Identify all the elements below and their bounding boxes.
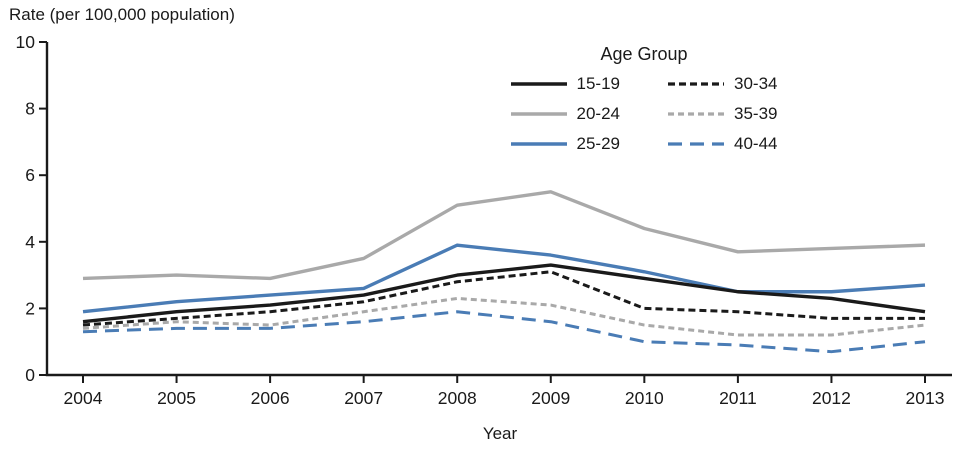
legend-label: 30-34 bbox=[734, 74, 778, 93]
legend-item-15-19: 15-19 bbox=[510, 74, 620, 94]
legend-swatch-35-39 bbox=[668, 110, 724, 118]
x-tick-label: 2004 bbox=[64, 388, 103, 408]
x-tick-label: 2011 bbox=[719, 388, 757, 408]
legend-label: 25-29 bbox=[576, 134, 620, 153]
y-tick-label: 4 bbox=[25, 232, 35, 252]
y-tick-label: 2 bbox=[25, 298, 35, 318]
legend-item-20-24: 20-24 bbox=[510, 104, 620, 124]
x-axis-label: Year bbox=[482, 424, 518, 443]
series-line-35-39 bbox=[82, 296, 926, 337]
legend-item-40-44: 40-44 bbox=[668, 134, 777, 154]
legend-swatch-15-19 bbox=[510, 80, 567, 88]
series-line-20-24 bbox=[82, 190, 926, 281]
series-line-30-34 bbox=[82, 270, 925, 327]
series-line-15-19 bbox=[82, 263, 926, 324]
x-tick-label: 2009 bbox=[531, 388, 570, 408]
x-tick-label: 2008 bbox=[438, 388, 477, 408]
y-tick-label: 8 bbox=[25, 99, 35, 119]
legend-item-30-34: 30-34 bbox=[668, 74, 777, 94]
legend-swatch-25-29 bbox=[510, 140, 567, 148]
legend-title: Age Group bbox=[600, 44, 688, 64]
x-tick-label: 2010 bbox=[625, 388, 664, 408]
legend: Age Group 15-19 20-24 25-29 30-34 35-39 40-44 bbox=[478, 44, 810, 154]
chart-title: Rate (per 100,000 population) bbox=[9, 5, 235, 24]
x-tick-label: 2005 bbox=[157, 388, 196, 408]
legend-grid: 15-19 20-24 25-29 30-34 35-39 40-44 bbox=[478, 74, 810, 154]
y-tick-label: 6 bbox=[25, 165, 35, 185]
legend-item-35-39: 35-39 bbox=[668, 104, 777, 124]
legend-item-25-29: 25-29 bbox=[510, 134, 620, 154]
series-line-40-44 bbox=[82, 310, 926, 354]
legend-swatch-30-34 bbox=[668, 80, 724, 88]
x-tick-label: 2013 bbox=[906, 388, 945, 408]
y-tick-label: 10 bbox=[16, 32, 36, 52]
legend-swatch-20-24 bbox=[510, 110, 567, 118]
legend-label: 15-19 bbox=[576, 74, 620, 93]
x-tick-label: 2007 bbox=[344, 388, 383, 408]
legend-label: 40-44 bbox=[734, 134, 778, 153]
x-tick-label: 2012 bbox=[812, 388, 851, 408]
series-line-25-29 bbox=[82, 243, 926, 314]
x-tick-label: 2006 bbox=[251, 388, 290, 408]
legend-label: 35-39 bbox=[734, 104, 778, 123]
y-tick-label: 0 bbox=[25, 365, 35, 385]
legend-swatch-40-44 bbox=[668, 140, 724, 148]
legend-label: 20-24 bbox=[576, 104, 620, 123]
